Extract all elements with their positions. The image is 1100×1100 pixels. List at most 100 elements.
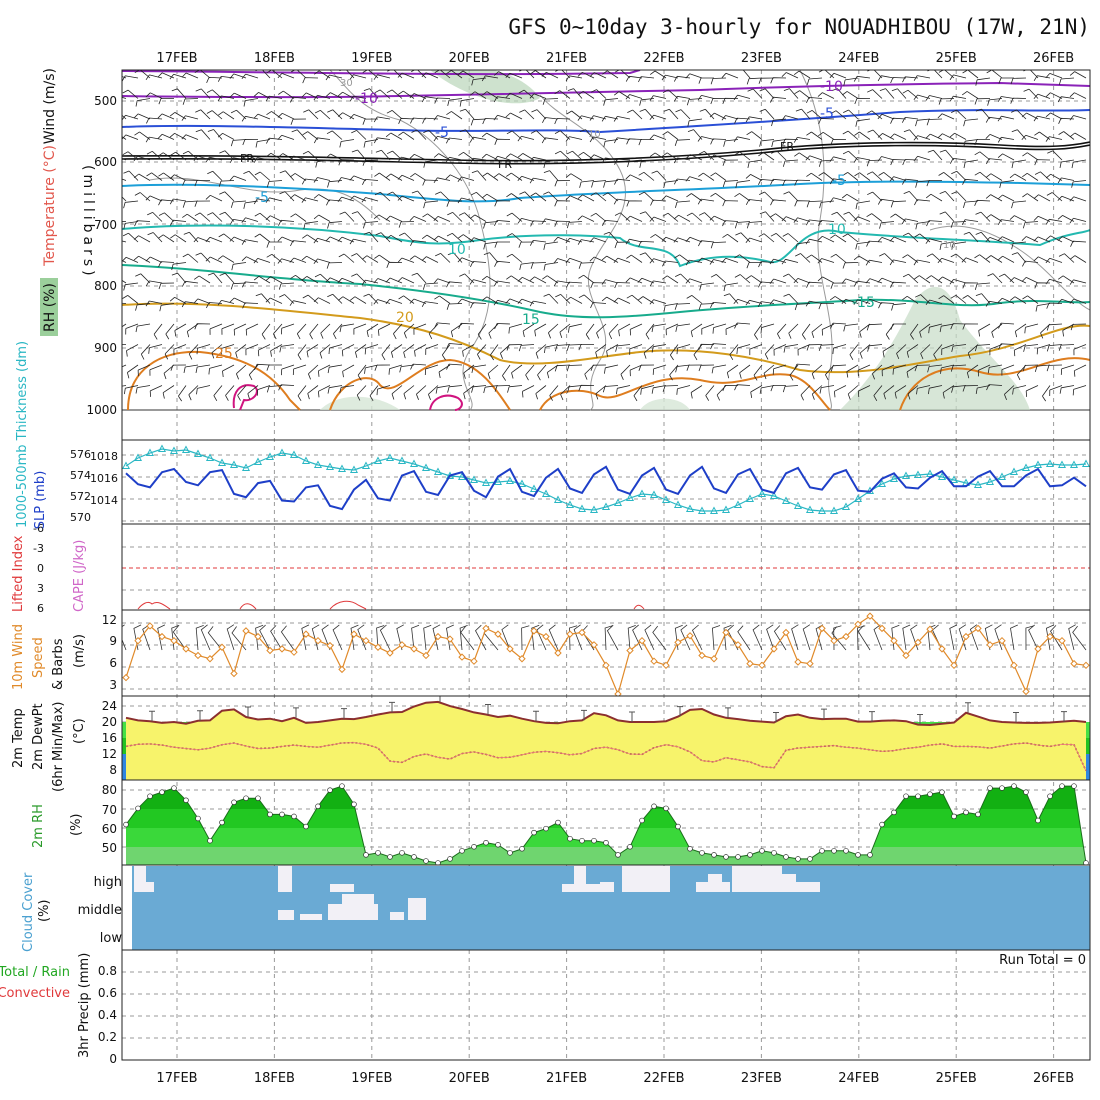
barb-4-13	[164, 344, 175, 360]
barb-8-15	[213, 385, 223, 401]
barb-66-2	[901, 117, 919, 123]
barb-35-8	[529, 240, 547, 246]
barb-5-10	[171, 272, 187, 284]
temp-line	[125, 700, 1087, 727]
barb-77-4	[1034, 159, 1051, 166]
barb-39-5	[579, 180, 595, 188]
barb-14-15	[278, 384, 295, 391]
thickness-point-79	[1069, 460, 1079, 468]
isotherm-minus-10	[122, 81, 1090, 99]
barb-54-2	[759, 108, 775, 120]
barb-48-15	[690, 385, 703, 399]
barb-28-1	[447, 98, 463, 106]
barb-14-6	[279, 191, 295, 202]
barb-39-9	[578, 262, 595, 269]
barb-53-9	[746, 262, 763, 269]
barb-51-5	[722, 180, 739, 188]
barb-62-9	[853, 255, 871, 263]
barb-43-10	[625, 277, 643, 284]
wind10-barb-11	[255, 624, 264, 651]
barb-29-11	[457, 298, 475, 304]
barb-47-7	[673, 214, 691, 222]
barb-55-1	[770, 96, 787, 103]
wind10-point-23	[398, 641, 406, 649]
barb-39-4	[578, 151, 595, 161]
barb-68-11	[925, 299, 943, 306]
barb-10-9	[231, 262, 247, 271]
barb-46-4	[662, 152, 679, 161]
barb-71-12	[962, 323, 979, 330]
barb-48-10	[685, 278, 703, 284]
label-iso-fr3: FR	[780, 140, 794, 153]
barb-7-9	[195, 252, 211, 263]
barb-34-10	[517, 276, 535, 284]
rh-contour-5	[149, 177, 381, 221]
barb-65-7	[890, 213, 907, 222]
barb-63-3	[867, 129, 883, 140]
label-iso-m5b: -5	[820, 106, 834, 122]
barb-25-13	[414, 344, 427, 357]
tick-600: 600	[94, 155, 117, 169]
barb-54-14	[763, 364, 775, 380]
barb-36-0	[541, 71, 559, 79]
wind10-barb-47	[680, 624, 691, 651]
barb-34-14	[525, 364, 535, 381]
barb-41-8	[603, 231, 619, 243]
wind10-point-59	[830, 636, 838, 645]
barb-51-7	[722, 220, 739, 227]
barb-71-10	[962, 282, 979, 289]
barb-23-8	[385, 234, 403, 243]
barb-6-15	[188, 385, 199, 401]
barb-42-2	[613, 116, 631, 122]
barb-19-15	[339, 385, 355, 394]
barb-31-13	[490, 344, 499, 361]
thickness-point-64	[889, 474, 899, 482]
barb-54-0	[758, 77, 775, 84]
barb-72-5	[974, 171, 991, 181]
barb-69-5	[938, 172, 955, 181]
barb-72-6	[974, 199, 991, 206]
barb-59-15	[819, 385, 835, 394]
barb-44-0	[638, 76, 655, 83]
barb-35-1	[529, 93, 547, 99]
barb-27-15	[435, 385, 451, 394]
barb-18-12	[333, 323, 343, 340]
barb-56-6	[783, 191, 799, 202]
barb-36-13	[544, 344, 559, 354]
wind10-point-22	[386, 649, 394, 657]
tick-rh60: 60	[102, 822, 117, 836]
barb-78-7	[1045, 218, 1063, 225]
barb-65-8	[889, 236, 907, 243]
barb-45-10	[649, 280, 667, 287]
barb-14-1	[278, 90, 295, 99]
barb-72-0	[975, 77, 991, 86]
barb-75-15	[1012, 385, 1027, 395]
wind10-barb-21	[376, 625, 385, 651]
barb-36-10	[542, 275, 559, 284]
thickness-point-12	[265, 452, 275, 460]
barb-51-13	[729, 344, 739, 360]
barb-2-14	[137, 364, 151, 377]
barb-54-12	[760, 323, 775, 334]
tick-1016: 1016	[90, 472, 118, 485]
barb-77-0	[1033, 75, 1051, 82]
wind10-barb-35	[536, 624, 547, 651]
date-top-21FEB: 21FEB	[546, 51, 587, 66]
barb-62-14	[857, 364, 871, 377]
barb-60-11	[829, 296, 847, 304]
tick-574: 574	[70, 469, 91, 482]
barb-60-12	[830, 322, 847, 329]
barb-50-14	[711, 364, 727, 374]
barb-6-0	[181, 72, 199, 79]
barb-36-4	[543, 159, 559, 168]
thickness-point-1	[133, 453, 143, 461]
barb-39-12	[585, 323, 595, 340]
wind10-point-7	[206, 655, 214, 663]
barb-19-3	[339, 139, 355, 148]
slp-line	[125, 465, 1087, 511]
barb-50-15	[716, 385, 727, 401]
barb-34-3	[517, 135, 535, 142]
rh-point-14	[291, 813, 297, 820]
barb-78-8	[1045, 235, 1063, 243]
label-iso-m10b: -10	[820, 79, 843, 95]
